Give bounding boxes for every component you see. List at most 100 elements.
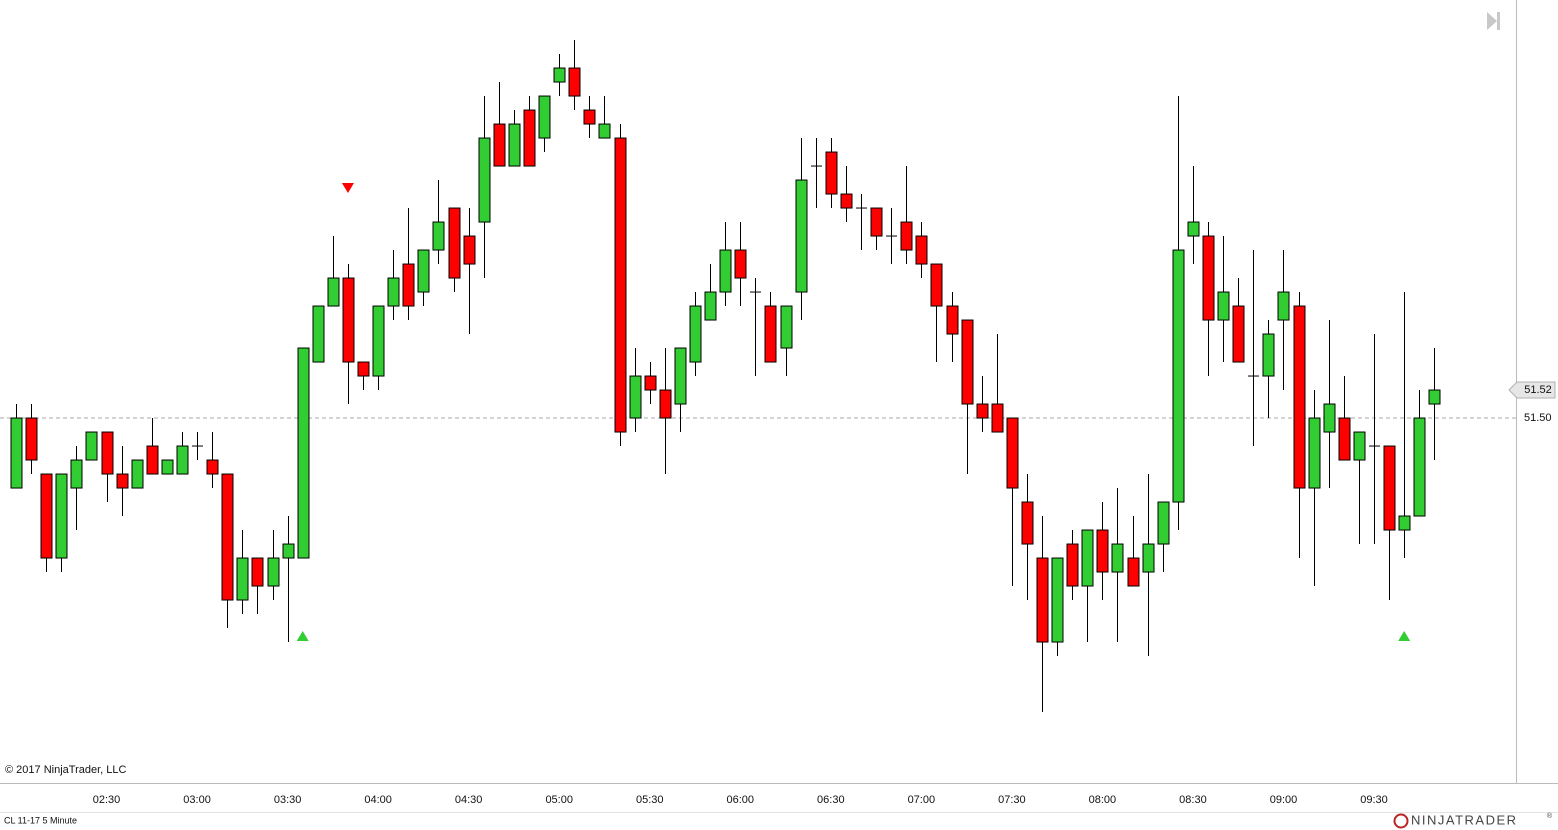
candle-body bbox=[1202, 235, 1215, 321]
brand-name: NINJATRADER bbox=[1411, 812, 1518, 827]
candle-body bbox=[523, 109, 536, 167]
brand-logo: NINJATRADER ® bbox=[1393, 812, 1553, 829]
candle-body bbox=[432, 221, 445, 251]
candle-body bbox=[598, 123, 611, 139]
instrument-label: CL 11-17 5 Minute bbox=[4, 815, 77, 825]
candle-body bbox=[900, 221, 913, 251]
buy-signal bbox=[296, 631, 309, 642]
candle-body bbox=[1127, 557, 1140, 587]
candle-body bbox=[870, 207, 883, 237]
candle-body bbox=[478, 137, 491, 223]
candle-body bbox=[840, 193, 853, 209]
candle-body bbox=[387, 277, 400, 307]
candle-body bbox=[221, 473, 234, 601]
candle-body bbox=[267, 557, 280, 587]
candle-body bbox=[55, 473, 68, 559]
candle-body bbox=[493, 123, 506, 167]
x-tick-label: 06:00 bbox=[727, 794, 755, 806]
candle-body bbox=[508, 123, 521, 167]
candle-body bbox=[1308, 417, 1321, 489]
candle-body bbox=[1277, 291, 1290, 321]
candle-body bbox=[961, 319, 974, 405]
y-tick-label: 51.50 bbox=[1524, 412, 1552, 424]
candle-body bbox=[1021, 501, 1034, 545]
candle-body bbox=[1217, 291, 1230, 321]
candle-body bbox=[553, 67, 566, 83]
candle-body bbox=[1051, 557, 1064, 643]
x-tick-label: 04:30 bbox=[455, 794, 483, 806]
candle-body bbox=[417, 249, 430, 293]
candle-body bbox=[659, 389, 672, 419]
candle-body bbox=[1262, 333, 1275, 377]
candle-body bbox=[719, 249, 732, 293]
candle-body bbox=[282, 543, 295, 559]
candle-body bbox=[1323, 403, 1336, 433]
x-tick-label: 04:00 bbox=[364, 794, 392, 806]
last-price-tag bbox=[1508, 381, 1556, 399]
candle-body bbox=[1338, 417, 1351, 461]
candle-body bbox=[40, 473, 53, 559]
sell-signal bbox=[341, 183, 354, 194]
candle-body bbox=[930, 263, 943, 307]
panel-toggle-arrow[interactable] bbox=[1487, 12, 1497, 30]
candle-body bbox=[1428, 389, 1441, 405]
x-tick-label: 03:30 bbox=[274, 794, 302, 806]
x-tick-label: 09:30 bbox=[1360, 794, 1388, 806]
x-tick-label: 05:00 bbox=[545, 794, 573, 806]
candle-body bbox=[825, 151, 838, 195]
brand-icon bbox=[1393, 813, 1409, 829]
candle-body bbox=[372, 305, 385, 377]
candle-body bbox=[704, 291, 717, 321]
candle-body bbox=[1413, 417, 1426, 517]
last-price-label: 51.52 bbox=[1524, 384, 1552, 396]
x-tick-label: 09:00 bbox=[1270, 794, 1298, 806]
candle-body bbox=[297, 347, 310, 559]
candle-body bbox=[1187, 221, 1200, 237]
candle-body bbox=[1172, 249, 1185, 503]
candle-body bbox=[764, 305, 777, 363]
candle-body bbox=[629, 375, 642, 419]
candle-body bbox=[1081, 529, 1094, 587]
candle-body bbox=[146, 445, 159, 475]
candle-body bbox=[795, 179, 808, 293]
brand-mark: ® bbox=[1547, 812, 1553, 820]
candle-body bbox=[327, 277, 340, 307]
candle-body bbox=[780, 305, 793, 349]
candle-body bbox=[101, 431, 114, 475]
panel-toggle[interactable] bbox=[1487, 12, 1500, 30]
candle-body bbox=[1096, 529, 1109, 573]
candle-body bbox=[236, 557, 249, 601]
candle-body bbox=[448, 207, 461, 279]
candle-body bbox=[1111, 543, 1124, 573]
panel-toggle-bar[interactable] bbox=[1497, 12, 1500, 30]
x-tick-label: 07:30 bbox=[998, 794, 1026, 806]
candle-body bbox=[1353, 431, 1366, 461]
candle-body bbox=[1157, 501, 1170, 545]
candle-body bbox=[116, 473, 129, 489]
candle-body bbox=[206, 459, 219, 475]
candle-body bbox=[1066, 543, 1079, 587]
candle-body bbox=[1036, 557, 1049, 643]
candle-body bbox=[402, 263, 415, 307]
candle-body bbox=[10, 417, 23, 489]
copyright: © 2017 NinjaTrader, LLC bbox=[5, 764, 126, 776]
candle-body bbox=[1006, 417, 1019, 489]
x-tick-label: 03:00 bbox=[183, 794, 211, 806]
candle-body bbox=[1293, 305, 1306, 489]
candle-body bbox=[946, 305, 959, 335]
candle-body bbox=[161, 459, 174, 475]
candle-body bbox=[1398, 515, 1411, 531]
candle-body bbox=[25, 417, 38, 461]
x-tick-label: 05:30 bbox=[636, 794, 664, 806]
candle-body bbox=[251, 557, 264, 587]
candle-body bbox=[583, 109, 596, 125]
candle-body bbox=[568, 67, 581, 97]
candle-body bbox=[1383, 445, 1396, 531]
candle-body bbox=[674, 347, 687, 405]
candle-body bbox=[991, 403, 1004, 433]
candle-body bbox=[915, 235, 928, 265]
candle-body bbox=[976, 403, 989, 419]
x-tick-label: 08:30 bbox=[1179, 794, 1207, 806]
